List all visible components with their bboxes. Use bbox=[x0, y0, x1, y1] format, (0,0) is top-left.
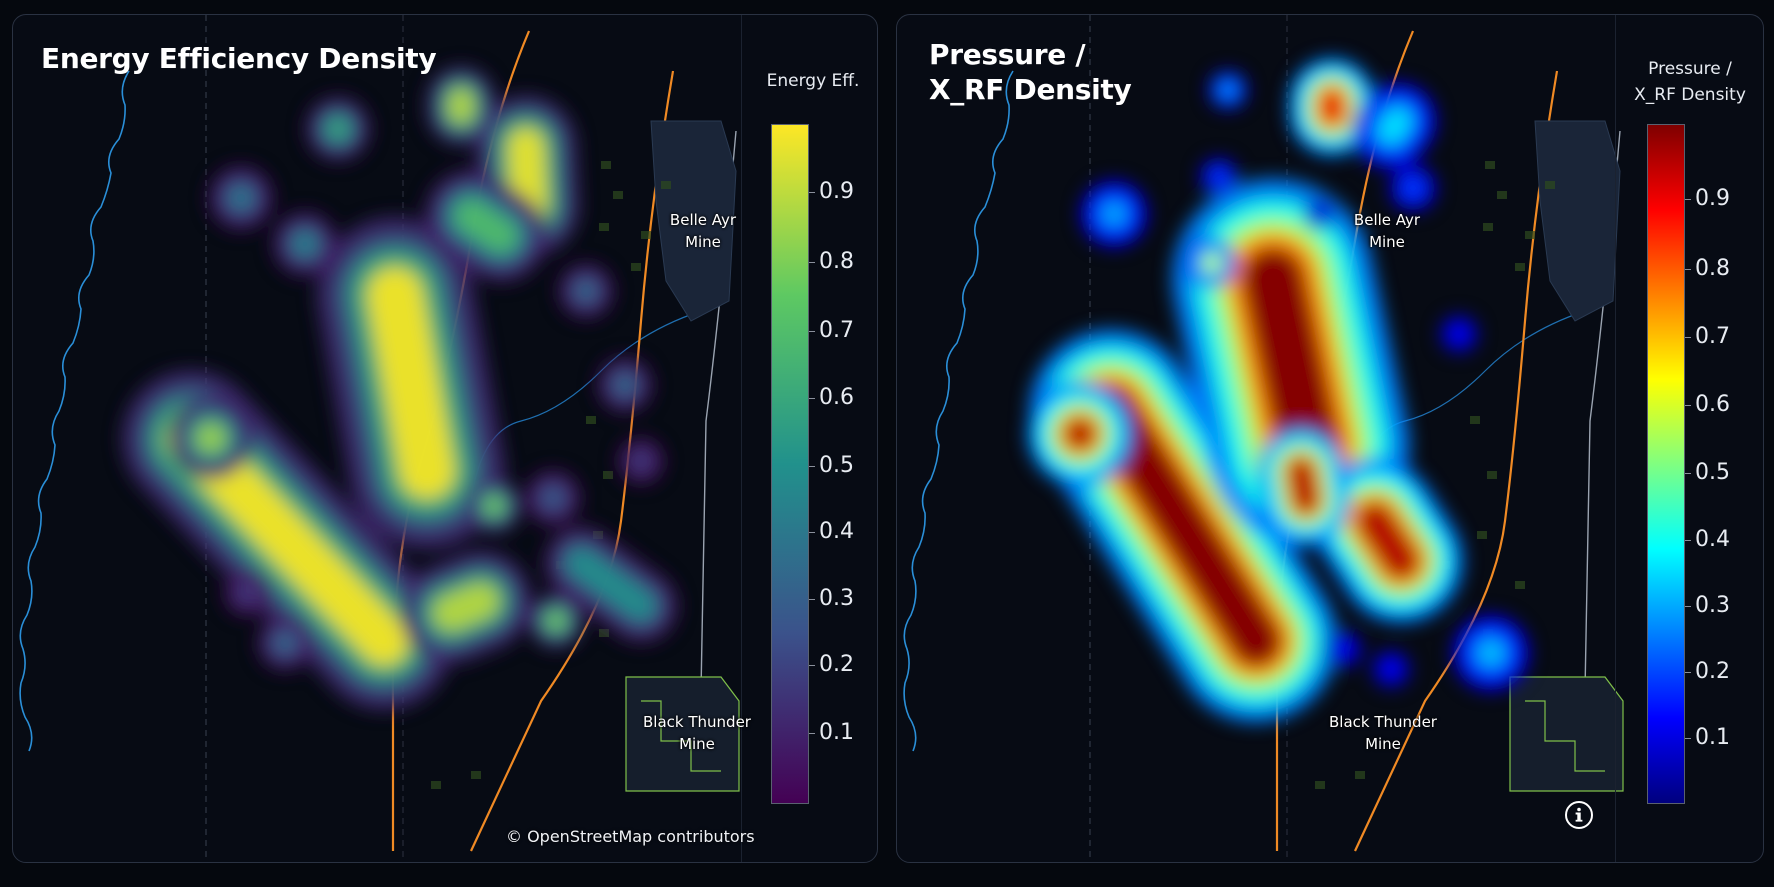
tick-label: 0.5 bbox=[1685, 460, 1730, 485]
field-patch bbox=[1515, 581, 1525, 589]
panel-title: Energy Efficiency Density bbox=[41, 41, 437, 76]
tick-label: 0.4 bbox=[809, 519, 854, 544]
field-patch bbox=[586, 416, 596, 424]
mine-boundary bbox=[641, 700, 721, 772]
tick-label: 0.8 bbox=[809, 249, 854, 274]
info-button[interactable] bbox=[1565, 801, 1593, 829]
title-line: Energy Efficiency Density bbox=[41, 42, 437, 75]
river bbox=[19, 70, 130, 752]
density-layer bbox=[1027, 57, 1530, 723]
field-patch bbox=[661, 181, 671, 189]
mine-label-line: Mine bbox=[1369, 233, 1405, 251]
tick-label: 0.9 bbox=[1685, 186, 1730, 211]
info-icon bbox=[1575, 807, 1583, 822]
tick-label: 0.4 bbox=[1685, 527, 1730, 552]
legend-title-line: Energy Eff. bbox=[766, 71, 860, 91]
field-patch bbox=[641, 231, 651, 239]
tick-label: 0.9 bbox=[809, 179, 854, 204]
belle-ayr-mine-label: Belle Ayr Mine bbox=[1337, 209, 1437, 253]
legend-title: Pressure / X_RF Density bbox=[1621, 56, 1759, 108]
legend-divider bbox=[741, 15, 742, 862]
density-blob bbox=[568, 550, 654, 619]
legend-divider bbox=[1615, 15, 1616, 862]
title-line: Pressure / bbox=[929, 38, 1086, 71]
field-patch bbox=[603, 471, 613, 479]
density-blob bbox=[1287, 457, 1320, 515]
mine-label-line: Mine bbox=[1365, 735, 1401, 753]
tick-label: 0.6 bbox=[809, 385, 854, 410]
field-patch bbox=[1315, 781, 1325, 789]
legend-title-line: X_RF Density bbox=[1634, 85, 1746, 105]
density-blob bbox=[367, 267, 455, 499]
density-layer bbox=[122, 66, 678, 710]
black-thunder-mine-label: Black Thunder Mine bbox=[633, 711, 761, 755]
black-thunder-mine-label: Black Thunder Mine bbox=[1319, 711, 1447, 755]
density-blob bbox=[433, 583, 499, 631]
pressure-xrf-map[interactable] bbox=[897, 15, 1763, 862]
field-patch bbox=[599, 629, 609, 637]
reservoir bbox=[650, 120, 737, 322]
field-patch bbox=[1487, 471, 1497, 479]
mine-label-line: Mine bbox=[679, 735, 715, 753]
mine-label-line: Black Thunder bbox=[1329, 713, 1437, 731]
field-patch bbox=[1470, 416, 1480, 424]
tick-label: 0.1 bbox=[1685, 725, 1730, 750]
energy-efficiency-map[interactable] bbox=[13, 15, 877, 862]
field-patch bbox=[1497, 191, 1507, 199]
pressure-xrf-colorbar bbox=[1647, 124, 1685, 804]
mine-area bbox=[625, 676, 740, 792]
field-patch bbox=[1525, 231, 1535, 239]
tick-label: 0.7 bbox=[809, 318, 854, 343]
map-attribution-link[interactable]: © OpenStreetMap contributors bbox=[506, 827, 755, 846]
tick-label: 0.2 bbox=[1685, 659, 1730, 684]
tick-label: 0.2 bbox=[809, 652, 854, 677]
energy-efficiency-panel: Energy Efficiency Density Energy Eff. 0.… bbox=[12, 14, 878, 863]
field-patch bbox=[601, 161, 611, 169]
tick-label: 0.6 bbox=[1685, 392, 1730, 417]
mine-label-line: Belle Ayr bbox=[1353, 211, 1421, 229]
field-patch bbox=[1483, 223, 1493, 231]
density-blob bbox=[1241, 247, 1341, 478]
field-patch bbox=[471, 771, 481, 779]
tick-label: 0.5 bbox=[809, 453, 854, 478]
legend-title: Energy Eff. bbox=[753, 68, 873, 94]
tick-label: 0.8 bbox=[1685, 256, 1730, 281]
legend-title-line: Pressure / bbox=[1648, 59, 1732, 79]
mine-boundary bbox=[1525, 700, 1605, 772]
field-patch bbox=[1515, 263, 1525, 271]
field-patch bbox=[631, 263, 641, 271]
tick-label: 0.1 bbox=[809, 720, 854, 745]
density-blob bbox=[455, 200, 517, 252]
title-line: X_RF Density bbox=[929, 73, 1132, 106]
panel-title: Pressure / X_RF Density bbox=[929, 37, 1132, 107]
mine-area bbox=[1509, 676, 1624, 792]
mine-label-line: Belle Ayr bbox=[669, 211, 737, 229]
river bbox=[903, 70, 1014, 752]
mine-label-line: Black Thunder bbox=[643, 713, 751, 731]
highway bbox=[1354, 70, 1559, 852]
reservoir bbox=[1534, 120, 1621, 322]
belle-ayr-mine-label: Belle Ayr Mine bbox=[653, 209, 753, 253]
field-patch bbox=[1545, 181, 1555, 189]
mine-label-line: Mine bbox=[685, 233, 721, 251]
field-patch bbox=[613, 191, 623, 199]
tick-label: 0.3 bbox=[809, 586, 854, 611]
tick-label: 0.7 bbox=[1685, 324, 1730, 349]
energy-eff-colorbar bbox=[771, 124, 809, 804]
field-patch bbox=[599, 223, 609, 231]
density-blob bbox=[1379, 109, 1410, 143]
field-patch bbox=[1477, 531, 1487, 539]
density-blob bbox=[1085, 385, 1282, 667]
creek bbox=[470, 310, 702, 502]
field-patch bbox=[431, 781, 441, 789]
density-blob bbox=[1355, 501, 1421, 581]
tick-label: 0.3 bbox=[1685, 593, 1730, 618]
pressure-xrf-panel: Pressure / X_RF Density Pressure / X_RF … bbox=[896, 14, 1764, 863]
field-patch bbox=[1355, 771, 1365, 779]
density-blob bbox=[508, 128, 547, 224]
field-patch bbox=[1485, 161, 1495, 169]
